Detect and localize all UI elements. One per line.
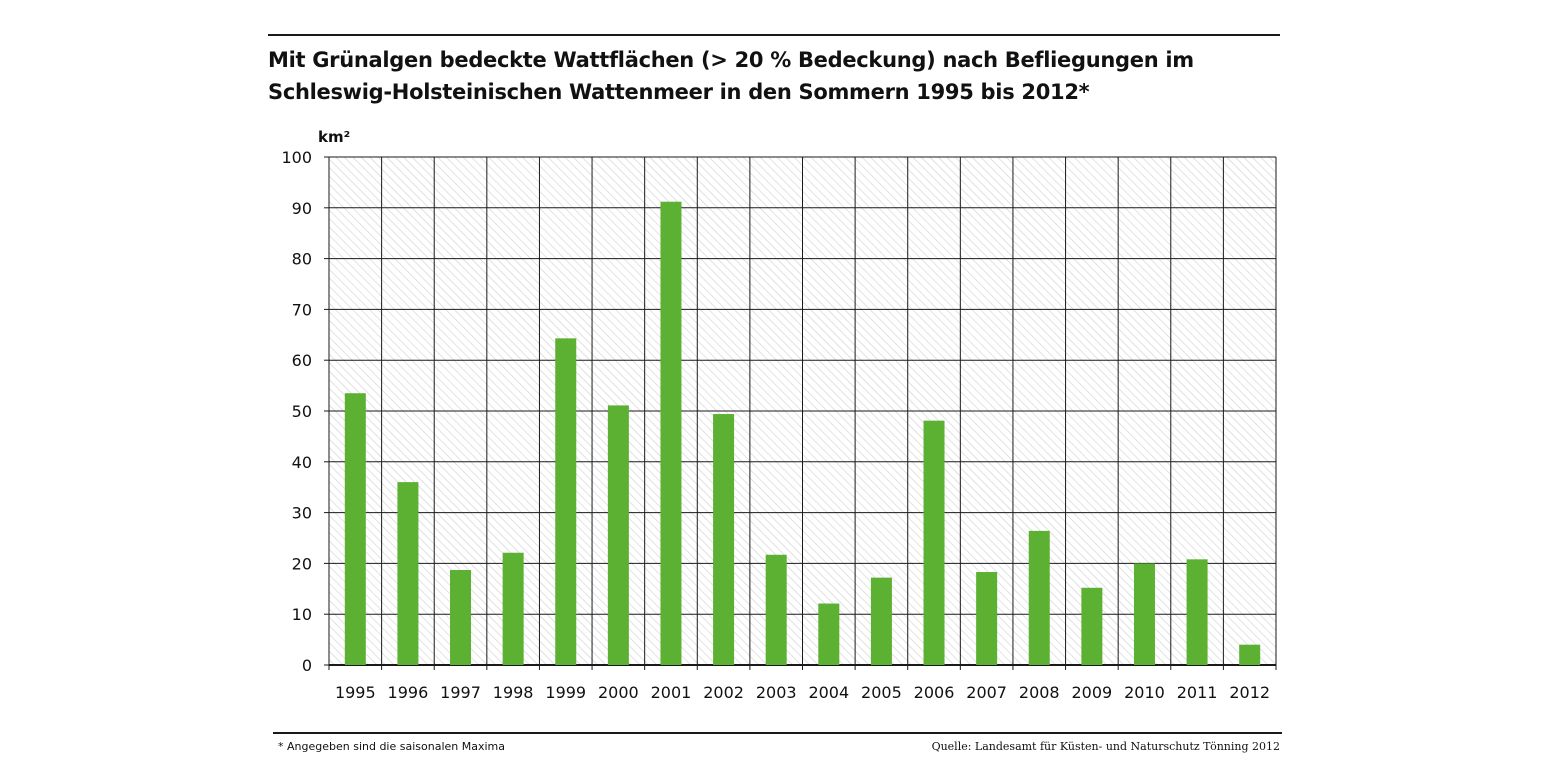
bar-1999: [555, 338, 577, 665]
y-tick-label: 70: [292, 300, 312, 319]
bar-2002: [713, 414, 735, 665]
x-tick-label: 2006: [914, 683, 955, 702]
chart-title-line-1: Mit Grünalgen bedeckte Wattflächen (> 20…: [268, 48, 1194, 72]
bar-1996: [397, 482, 419, 665]
x-tick-label: 2008: [1019, 683, 1060, 702]
x-tick-label: 2010: [1124, 683, 1165, 702]
x-tick-label: 2000: [598, 683, 639, 702]
y-tick-label: 90: [292, 199, 312, 218]
x-tick-label: 2001: [651, 683, 692, 702]
x-tick-label: 2007: [966, 683, 1007, 702]
bar-2010: [1133, 563, 1155, 665]
bar-2003: [765, 554, 787, 665]
y-tick-label: 20: [292, 554, 312, 573]
bar-2004: [818, 603, 840, 665]
x-tick-label: 2012: [1229, 683, 1270, 702]
x-tick-label: 2009: [1072, 683, 1113, 702]
source-note: Quelle: Landesamt für Küsten- und Naturs…: [931, 740, 1280, 753]
y-tick-label: 0: [302, 656, 312, 675]
y-tick-label: 100: [281, 148, 312, 167]
x-tick-label: 1996: [388, 683, 429, 702]
bar-2005: [870, 577, 892, 665]
bar-2000: [607, 405, 629, 665]
chart-title: Mit Grünalgen bedeckte Wattflächen (> 20…: [268, 44, 1278, 108]
x-tick-label: 2005: [861, 683, 902, 702]
gridlines: [328, 156, 1277, 666]
bottom-rule: [273, 732, 1282, 734]
x-tick-label: 2004: [808, 683, 849, 702]
chart-title-line-2: Schleswig-Holsteinischen Wattenmeer in d…: [268, 80, 1090, 104]
y-tick-label: 80: [292, 250, 312, 269]
bar-2006: [923, 420, 945, 665]
bar-2001: [660, 201, 682, 666]
y-axis-label: km²: [318, 128, 350, 146]
y-tick-label: 30: [292, 504, 312, 523]
y-tick-label: 40: [292, 453, 312, 472]
bar-2009: [1081, 587, 1103, 665]
bar-2008: [1028, 530, 1050, 665]
y-tick-label: 60: [292, 351, 312, 370]
bars: [344, 201, 1261, 666]
x-tick-label: 2002: [703, 683, 744, 702]
x-tick-label: 2003: [756, 683, 797, 702]
x-tick-label: 2011: [1177, 683, 1218, 702]
top-rule: [268, 34, 1280, 36]
x-tick-label: 1998: [493, 683, 534, 702]
x-tick-label: 1997: [440, 683, 481, 702]
footnote: * Angegeben sind die saisonalen Maxima: [278, 740, 505, 753]
x-tick-label: 1999: [545, 683, 586, 702]
y-tick-label: 50: [292, 402, 312, 421]
bar-1995: [344, 393, 366, 665]
bar-1997: [450, 570, 472, 665]
x-tick-label: 1995: [335, 683, 376, 702]
bar-1998: [502, 552, 524, 665]
bar-2011: [1186, 559, 1208, 665]
y-axis-ticks: 0 10 20 30 40 50 60 70 80 90 100: [281, 148, 329, 675]
bar-2007: [976, 572, 998, 665]
bar-2012: [1239, 644, 1261, 665]
y-tick-label: 10: [292, 605, 312, 624]
x-axis-ticks: 1995 1996 1997 1998 1999 2000 2001 2002 2003 2004…: [328, 665, 1277, 702]
